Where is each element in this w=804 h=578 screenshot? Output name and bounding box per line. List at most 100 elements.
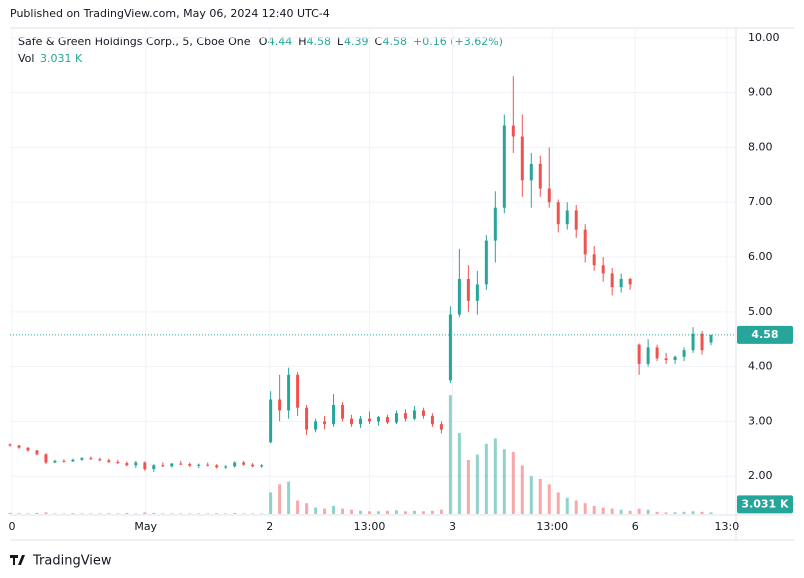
volume-bar — [601, 507, 605, 514]
candle-body — [260, 465, 264, 467]
candle-body — [197, 464, 201, 466]
candle-body — [610, 273, 614, 288]
volume-bar — [484, 443, 488, 514]
volume-bar — [664, 512, 668, 514]
volume-bar — [296, 500, 300, 514]
x-tick-label: 13:00 — [354, 520, 386, 533]
candle-body — [98, 459, 102, 461]
candle-body — [44, 454, 48, 463]
volume-bar — [538, 478, 542, 514]
volume-bar — [574, 500, 578, 514]
candle-body — [80, 458, 84, 460]
volume-bar — [8, 512, 12, 514]
volume-bar — [350, 509, 354, 514]
volume-bar — [457, 433, 461, 514]
candle-body — [314, 421, 318, 430]
candle-body — [583, 229, 587, 255]
volume-bar — [89, 513, 93, 514]
candle-body — [26, 447, 30, 451]
symbol: Safe & Green Holdings Corp., 5, Cboe One — [18, 35, 251, 48]
candle-body — [152, 465, 156, 470]
volume-bar — [62, 513, 66, 514]
candle-body — [287, 374, 291, 411]
volume-bar — [700, 511, 704, 514]
volume-bar — [305, 503, 309, 514]
candle-body — [475, 284, 479, 301]
volume-bar — [592, 505, 596, 514]
x-tick-label: 2 — [266, 520, 273, 533]
header: Safe & Green Holdings Corp., 5, Cboe One… — [18, 35, 503, 48]
volume-bar — [161, 513, 165, 514]
candle-body — [547, 188, 551, 203]
candle-body — [628, 278, 632, 285]
x-tick-label: May — [134, 520, 157, 533]
candle-body — [592, 254, 596, 266]
volume-bar — [260, 513, 264, 514]
volume-bar — [619, 509, 623, 514]
last-price-label: 4.58 — [751, 328, 778, 341]
volume-bar — [206, 513, 210, 514]
candle-body — [134, 462, 138, 466]
volume-bar — [35, 512, 39, 514]
volume-bar — [583, 503, 587, 514]
volume-bar — [287, 481, 291, 514]
y-tick-label: 5.00 — [748, 305, 773, 318]
change: +0.16 (+3.62%) — [413, 35, 503, 48]
candle-body — [646, 347, 650, 364]
ohlc-key: H — [298, 35, 306, 48]
ohlc-key: O — [259, 35, 268, 48]
candle-body — [323, 421, 327, 425]
candle-body — [664, 358, 668, 361]
volume-bar — [251, 513, 255, 514]
volume-bar — [368, 511, 372, 514]
candle-body — [17, 445, 21, 448]
candle-body — [538, 163, 542, 189]
volume-bar — [682, 511, 686, 514]
candle-body — [350, 418, 354, 425]
candle-body — [691, 333, 695, 351]
volume-bar — [179, 513, 183, 514]
candle-body — [376, 417, 380, 422]
volume-bar — [385, 510, 389, 514]
candle-body — [89, 458, 93, 460]
volume-bar — [314, 507, 318, 514]
volume-bar — [233, 512, 237, 514]
volume-bar — [359, 510, 363, 514]
volume-bar — [332, 505, 336, 514]
candle-body — [466, 278, 470, 301]
candle-body — [403, 413, 407, 419]
volume-bar — [520, 465, 524, 514]
logo-icon — [10, 555, 25, 565]
candle-body — [215, 465, 219, 468]
candle-body — [296, 374, 300, 408]
volume-bar — [152, 512, 156, 514]
candle-body — [394, 413, 398, 423]
candle-body — [520, 136, 524, 181]
candle-body — [269, 399, 273, 443]
candle-body — [161, 465, 165, 467]
footer-brand: TradingView — [32, 554, 112, 569]
candle-body — [421, 410, 425, 416]
volume-bar — [394, 510, 398, 514]
x-tick-label: 13:0 — [715, 520, 740, 533]
published-note: Published on TradingView.com, May 06, 20… — [10, 7, 330, 20]
x-tick-label: 3 — [449, 520, 456, 533]
candle-body — [278, 399, 282, 411]
volume-bar — [323, 508, 327, 514]
y-tick-label: 8.00 — [748, 140, 773, 153]
volume-bar — [376, 511, 380, 514]
volume-bar — [475, 454, 479, 514]
volume-bar — [547, 484, 551, 514]
volume-bar — [188, 513, 192, 514]
candle-body — [251, 464, 255, 467]
candle-body — [619, 278, 623, 288]
footer-logo: TradingView — [10, 554, 112, 569]
candle-body — [224, 466, 228, 468]
volume-bar — [71, 513, 75, 514]
candle-body — [359, 418, 363, 425]
volume-bar — [269, 492, 273, 514]
y-tick-label: 4.00 — [748, 360, 773, 373]
candle-body — [206, 464, 210, 466]
